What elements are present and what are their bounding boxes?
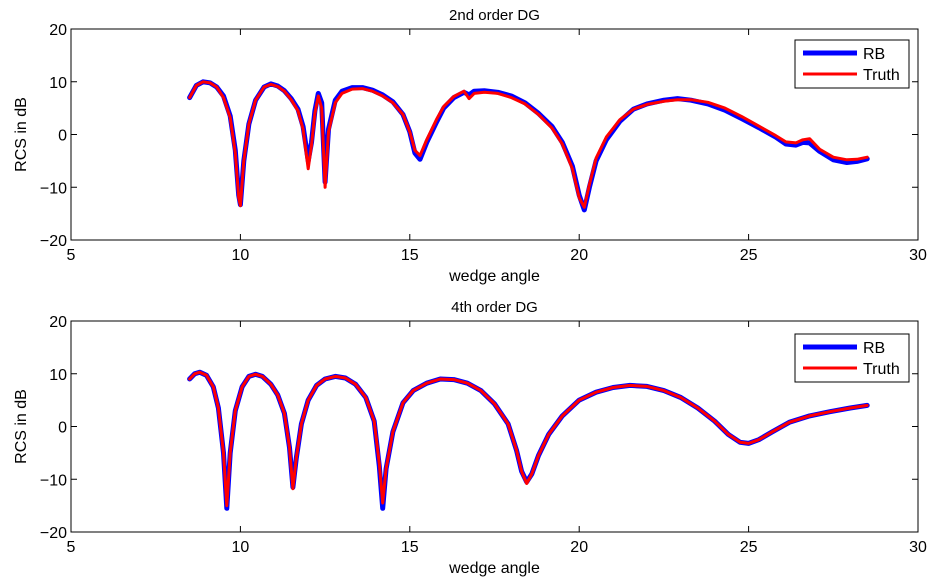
y-tick-label: −10 (40, 180, 67, 197)
y-tick-label: 0 (58, 420, 67, 437)
y-tick-label: 20 (49, 22, 67, 39)
legend: RB Truth (794, 333, 910, 383)
chart-panel-1: 5 10 15 20 25 30 −20 −10 0 10 20 2nd order DG wedge … (13, 7, 927, 285)
plot-area (70, 320, 919, 533)
x-tick-label: 5 (67, 539, 76, 556)
x-tick-label: 30 (909, 247, 927, 264)
legend-box (794, 39, 910, 89)
y-tick-label: 10 (49, 75, 67, 92)
legend-label-truth: Truth (863, 361, 900, 378)
y-axis-label: RCS in dB (13, 97, 30, 172)
x-tick-label: 15 (401, 539, 419, 556)
x-tick-label: 20 (570, 247, 588, 264)
x-tick-label: 20 (570, 539, 588, 556)
series-line-truth (188, 370, 869, 508)
y-tick-label: 10 (49, 367, 67, 384)
y-tick-label: −20 (40, 525, 67, 542)
x-tick-label: 15 (401, 247, 419, 264)
y-tick-label: 0 (58, 128, 67, 145)
chart-panel-2: 5 10 15 20 25 30 −20 −10 0 10 20 4th order DG wedge … (13, 299, 927, 577)
x-tick-label: 5 (67, 247, 76, 264)
x-axis-label: wedge angle (448, 560, 540, 577)
series-line-truth (188, 80, 869, 209)
y-axis-label: RCS in dB (13, 389, 30, 464)
y-tick-label: −20 (40, 233, 67, 250)
legend-label-rb: RB (863, 340, 885, 357)
plot-area (70, 28, 919, 241)
x-axis-label: wedge angle (448, 268, 540, 285)
x-tick-label: 30 (909, 539, 927, 556)
legend-box (794, 333, 910, 383)
x-tick-label: 10 (232, 247, 250, 264)
legend-label-truth: Truth (863, 67, 900, 84)
y-tick-label: −10 (40, 472, 67, 489)
x-tick-label: 10 (232, 539, 250, 556)
legend-label-rb: RB (863, 46, 885, 63)
legend: RB Truth (794, 39, 910, 89)
x-tick-label: 25 (740, 539, 758, 556)
y-tick-label: 20 (49, 314, 67, 331)
chart-title: 2nd order DG (449, 7, 540, 24)
x-tick-label: 25 (740, 247, 758, 264)
chart-title: 4th order DG (451, 299, 538, 316)
